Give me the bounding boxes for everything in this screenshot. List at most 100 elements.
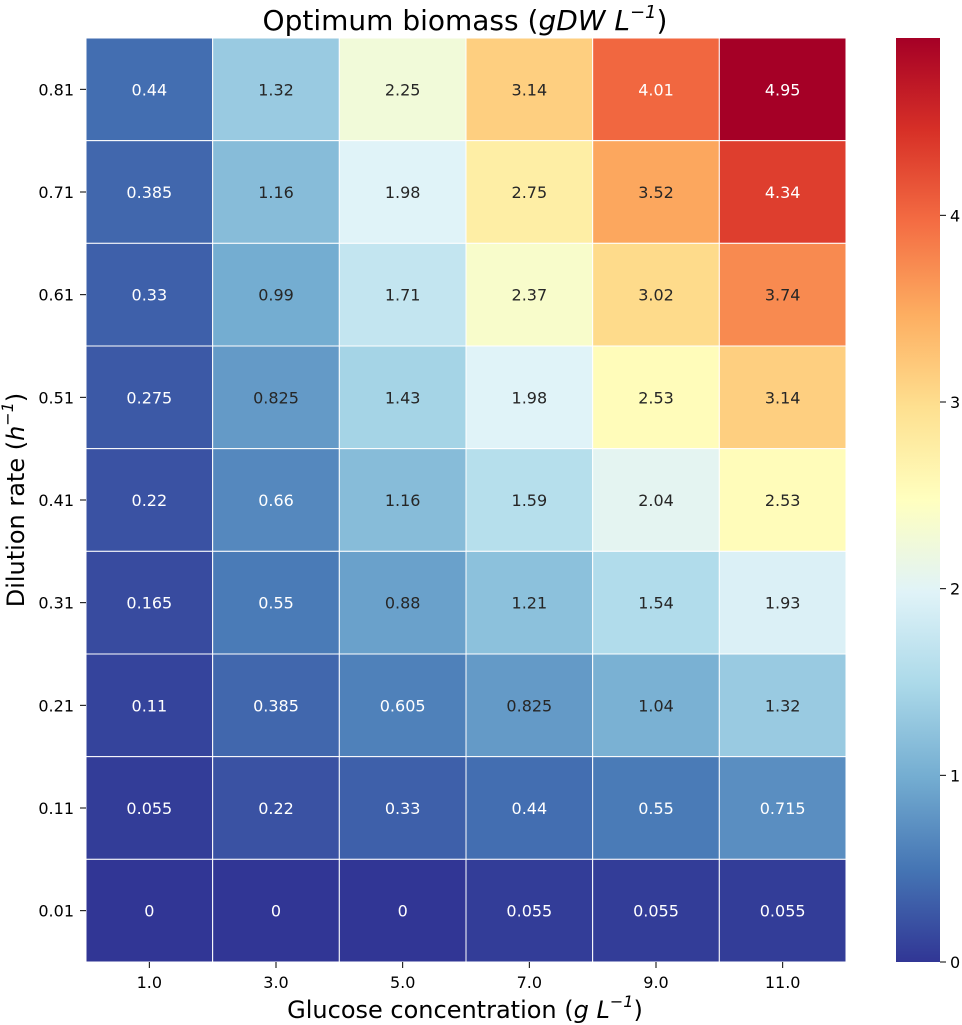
cell-value-label: 3.02 (638, 286, 674, 305)
cell-value-label: 3.14 (765, 388, 801, 407)
heatmap-cell (465, 345, 594, 450)
heatmap-cell (85, 37, 214, 142)
chart-title: Optimum biomass (gDW L−1) (263, 2, 668, 37)
cell-value-label: 0.385 (126, 183, 172, 202)
heatmap-cell (592, 858, 720, 963)
cell-value-label: 0.165 (126, 594, 172, 613)
cell-value-label: 1.21 (512, 594, 548, 613)
heatmap-cell (338, 653, 467, 758)
cell-value-label: 2.25 (385, 80, 421, 99)
x-tick-label: 7.0 (517, 973, 542, 992)
cell-value-label: 1.98 (512, 388, 548, 407)
heatmap-cell (465, 242, 594, 347)
heatmap-cell (718, 858, 847, 963)
cell-value-label: 2.53 (638, 388, 674, 407)
heatmap-cell (85, 858, 214, 963)
cell-value-label: 0.22 (258, 799, 294, 818)
x-axis-title: Glucose concentration (g L−1) (287, 992, 643, 1024)
cell-value-label: 4.95 (765, 80, 801, 99)
cell-value-label: 0.88 (385, 594, 421, 613)
heatmap-cell-labels: 0.44 1.32 2.25 3.14 4.01 4.95 0.385 1.16 1.98 2.7… (126, 80, 805, 920)
cell-value-label: 4.01 (638, 80, 674, 99)
cell-value-label: 1.43 (385, 388, 421, 407)
cell-value-label: 0.385 (253, 696, 299, 715)
cell-value-label: 0.605 (380, 696, 426, 715)
cell-value-label: 0 (144, 902, 154, 921)
colorbar-tick-label: 1 (950, 766, 960, 785)
heatmap-cell (212, 858, 340, 963)
cell-value-label: 0.055 (506, 902, 552, 921)
heatmap-cell (592, 756, 720, 860)
heatmap-cells (85, 37, 847, 963)
heatmap-cell (338, 858, 467, 963)
heatmap-cell (85, 550, 214, 655)
cell-value-label: 0.055 (126, 799, 172, 818)
cell-value-label: 0.22 (132, 491, 168, 510)
heatmap-cell (718, 550, 847, 655)
heatmap-cell (718, 37, 847, 142)
y-axis-title: Dilution rate (h−1) (0, 393, 30, 608)
heatmap-cell (592, 345, 720, 450)
heatmap-cell (85, 448, 214, 552)
heatmap-cell (718, 448, 847, 552)
y-axis-ticks: 0.81 0.71 0.61 0.51 0.41 0.31 0.21 0.11 0.01 (38, 80, 86, 921)
cell-value-label: 2.75 (512, 183, 548, 202)
heatmap-cell (718, 756, 847, 860)
heatmap-cell (212, 37, 340, 142)
y-tick-label: 0.21 (38, 696, 74, 715)
heatmap-cell (338, 756, 467, 860)
heatmap-cell (465, 140, 594, 244)
colorbar (896, 38, 940, 962)
cell-value-label: 2.04 (638, 491, 674, 510)
cell-value-label: 0.715 (760, 799, 806, 818)
cell-value-label: 3.74 (765, 286, 801, 305)
cell-value-label: 0.66 (258, 491, 294, 510)
cell-value-label: 2.53 (765, 491, 801, 510)
x-tick-label: 5.0 (390, 973, 415, 992)
cell-value-label: 2.37 (512, 286, 548, 305)
cell-value-label: 0.55 (258, 594, 294, 613)
x-axis-ticks: 1.0 3.0 5.0 7.0 9.0 11.0 (137, 962, 801, 992)
y-tick-label: 0.71 (38, 183, 74, 202)
cell-value-label: 1.59 (512, 491, 548, 510)
heatmap-cell (465, 756, 594, 860)
cell-value-label: 1.16 (385, 491, 421, 510)
cell-value-label: 1.04 (638, 696, 674, 715)
colorbar-tick-label: 0 (950, 953, 960, 972)
cell-value-label: 0.275 (126, 388, 172, 407)
heatmap-cell (338, 345, 467, 450)
cell-value-label: 0.11 (132, 696, 168, 715)
x-tick-label: 11.0 (765, 973, 801, 992)
heatmap-cell (718, 242, 847, 347)
y-tick-label: 0.31 (38, 594, 74, 613)
cell-value-label: 0 (271, 902, 281, 921)
heatmap-cell (465, 653, 594, 758)
heatmap-cell (465, 448, 594, 552)
cell-value-label: 3.52 (638, 183, 674, 202)
heatmap-cell (592, 242, 720, 347)
cell-value-label: 4.34 (765, 183, 801, 202)
heatmap-cell (338, 37, 467, 142)
heatmap-cell (465, 37, 594, 142)
cell-value-label: 1.71 (385, 286, 421, 305)
heatmap-cell (212, 653, 340, 758)
heatmap-cell (338, 242, 467, 347)
heatmap-cell (85, 653, 214, 758)
cell-value-label: 0.33 (132, 286, 168, 305)
colorbar-tick-label: 3 (950, 393, 960, 412)
heatmap-cell (592, 37, 720, 142)
heatmap-cell (212, 242, 340, 347)
heatmap-cell (85, 345, 214, 450)
cell-value-label: 0.33 (385, 799, 421, 818)
cell-value-label: 1.93 (765, 594, 801, 613)
cell-value-label: 0.44 (132, 80, 168, 99)
cell-value-label: 0.055 (760, 902, 806, 921)
cell-value-label: 1.32 (765, 696, 801, 715)
heatmap-cell (212, 140, 340, 244)
heatmap-cell (592, 448, 720, 552)
cell-value-label: 0.99 (258, 286, 294, 305)
y-tick-label: 0.01 (38, 902, 74, 921)
heatmap-cell (338, 448, 467, 552)
cell-value-label: 0.825 (506, 696, 552, 715)
